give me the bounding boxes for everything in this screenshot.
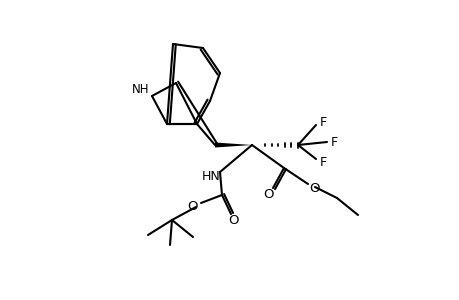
Text: NH: NH [132,82,150,95]
Text: O: O [228,214,239,226]
Text: O: O [263,188,274,200]
Text: HN: HN [201,169,220,182]
Text: F: F [330,136,337,148]
Text: F: F [319,116,326,128]
Text: F: F [319,155,326,169]
Polygon shape [214,142,252,148]
Text: O: O [187,200,198,214]
Text: O: O [309,182,319,194]
